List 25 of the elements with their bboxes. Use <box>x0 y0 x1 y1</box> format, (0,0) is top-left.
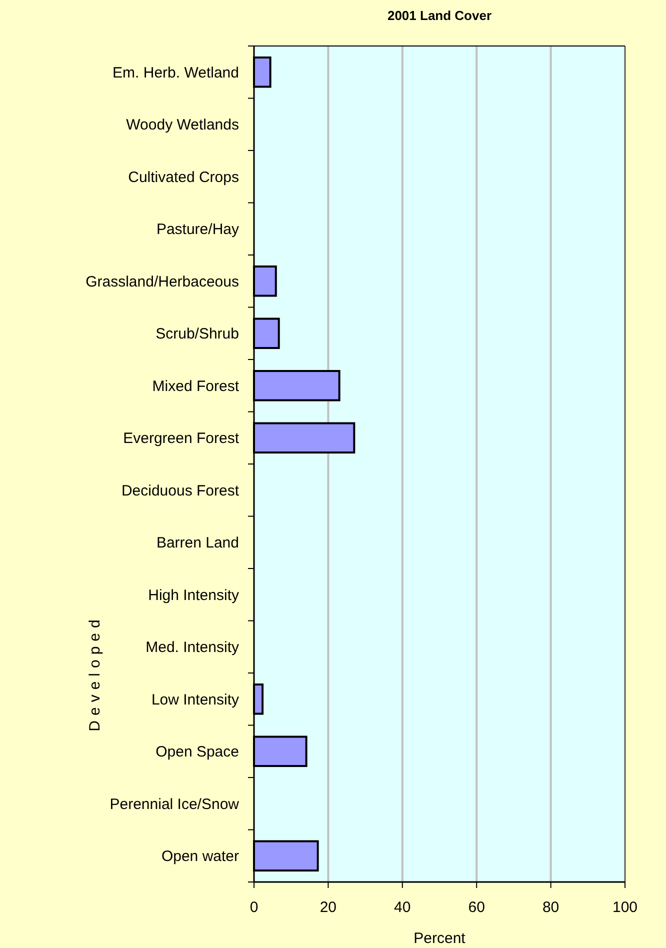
y-tick-label: Woody Wetlands <box>126 116 239 134</box>
y-tick-label: Open Space <box>156 744 239 761</box>
x-tick-label: 80 <box>542 899 560 916</box>
y-tick-label: Evergreen Forest <box>123 430 240 448</box>
y-tick-label: Deciduous Forest <box>121 482 240 500</box>
y-tick-label: Barren Land <box>156 534 239 552</box>
y-tick-label: Grassland/Herbaceous <box>86 273 239 290</box>
x-tick-label: 60 <box>468 899 485 916</box>
y-tick-label: Med. Intensity <box>146 639 240 656</box>
x-tick-label: 100 <box>612 899 638 916</box>
y-tick-label: Mixed Forest <box>152 378 240 395</box>
y-tick-label: Open water <box>161 848 239 866</box>
x-tick-label: 0 <box>250 899 258 916</box>
y-tick-label: Em. Herb. Wetland <box>112 64 239 82</box>
y-tick-label: High Intensity <box>148 586 240 604</box>
x-tick-label: 20 <box>320 899 337 916</box>
y-tick-label: Perennial Ice/Snow <box>110 796 240 813</box>
x-tick-label: 40 <box>394 899 411 916</box>
x-axis-title: Percent <box>414 930 466 947</box>
y-tick-label: Low Intensity <box>151 691 240 708</box>
y-tick-label: Scrub/Shrub <box>156 326 239 343</box>
text: Developed <box>86 614 104 732</box>
chart-title: 2001 Land Cover <box>387 8 492 23</box>
y-tick-label: Cultivated Crops <box>128 168 239 186</box>
y-tick-label: Pasture/Hay <box>156 221 240 238</box>
